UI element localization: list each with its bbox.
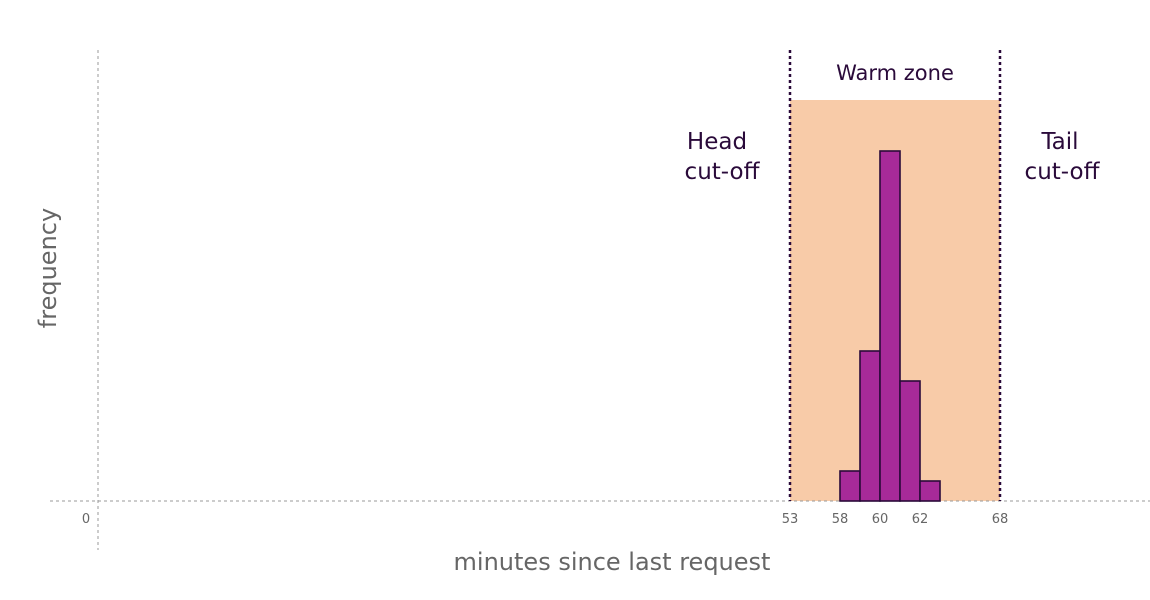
x-tick-label-3: 60: [872, 512, 889, 527]
histogram-bar-3: [899, 380, 921, 502]
tail-cutoff-label-line2: cut-off: [1025, 159, 1101, 185]
x-tick-label-2: 58: [832, 512, 849, 527]
x-tick-label-0: 0: [82, 512, 90, 527]
histogram-bar-4: [919, 480, 941, 502]
head-cutoff-label-line2: cut-off: [685, 159, 761, 185]
histogram-bar-1: [859, 350, 881, 502]
histogram-bar-0: [839, 470, 861, 502]
x-tick-label-5: 68: [992, 512, 1009, 527]
x-tick-labels: 0 53 58 60 62 68: [82, 512, 1008, 527]
head-cutoff-label-line1: Head: [687, 129, 747, 155]
x-axis-title: minutes since last request: [454, 548, 771, 576]
x-tick-label-4: 62: [912, 512, 929, 527]
warm-zone-label: Warm zone: [836, 61, 954, 85]
tail-cutoff-label-line1: Tail: [1040, 129, 1078, 155]
y-axis-title: frequency: [34, 208, 62, 328]
bars-group: [839, 150, 941, 502]
x-tick-label-1: 53: [782, 512, 799, 527]
histogram-bar-2: [879, 150, 901, 502]
